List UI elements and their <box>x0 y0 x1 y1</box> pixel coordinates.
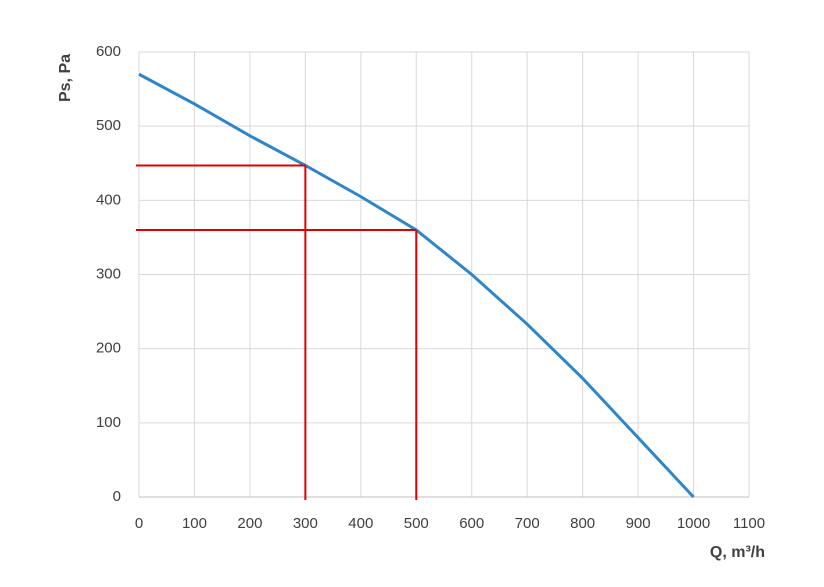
y-tick-label: 500 <box>96 117 121 134</box>
x-tick-label: 200 <box>237 515 262 532</box>
y-tick-label: 600 <box>96 43 121 60</box>
x-tick-label: 100 <box>182 515 207 532</box>
x-tick-label: 400 <box>348 515 373 532</box>
y-tick-label: 300 <box>96 265 121 282</box>
x-tick-label: 500 <box>404 515 429 532</box>
y-tick-label: 100 <box>96 414 121 431</box>
y-tick-label: 200 <box>96 340 121 357</box>
x-tick-label: 1100 <box>733 515 765 532</box>
x-tick-label: 800 <box>570 515 595 532</box>
y-axis-title: Ps, Pa <box>57 54 74 102</box>
y-tick-label: 400 <box>96 191 121 208</box>
x-tick-label: 700 <box>515 515 540 532</box>
x-axis-title: Q, m³/h <box>710 544 765 561</box>
x-tick-label: 1000 <box>677 515 710 532</box>
y-tick-label: 0 <box>113 488 121 505</box>
x-tick-label: 900 <box>626 515 651 532</box>
x-tick-label: 0 <box>135 515 143 532</box>
x-tick-label: 300 <box>293 515 318 532</box>
x-tick-label: 600 <box>459 515 484 532</box>
